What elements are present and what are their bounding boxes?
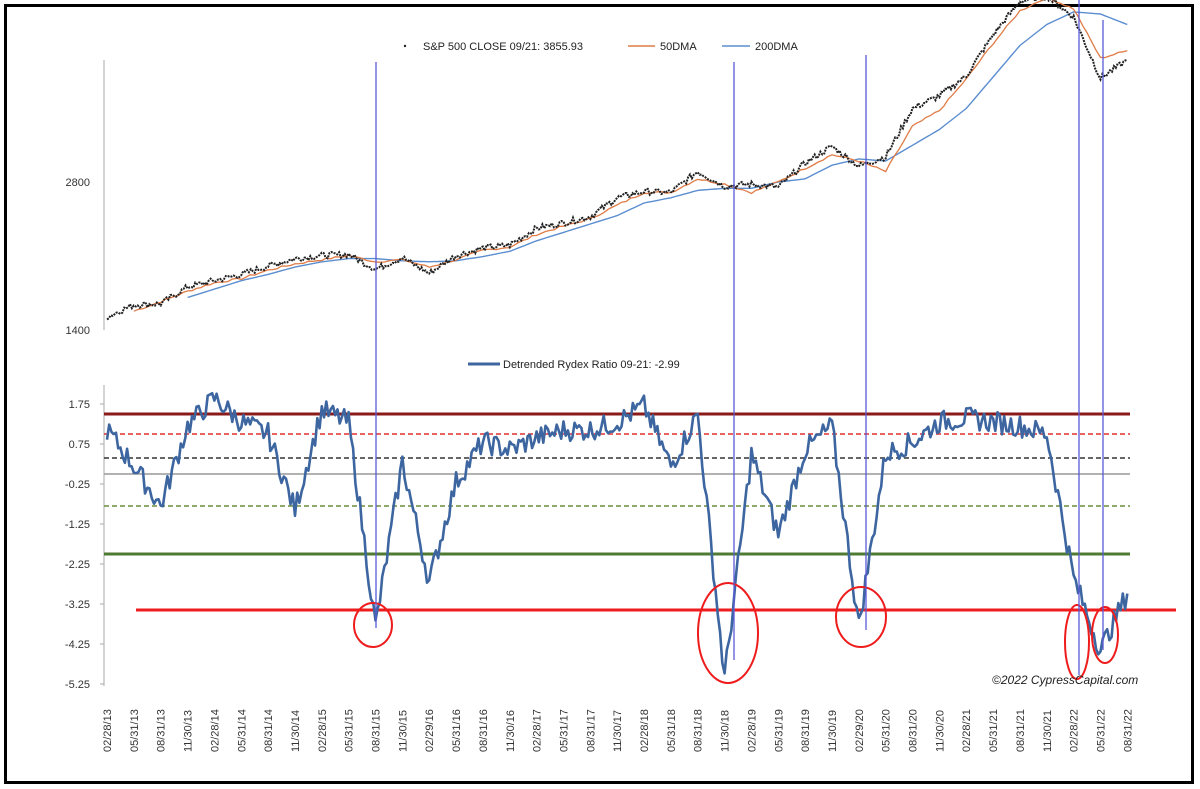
x-tick-label: 02/28/18 — [639, 709, 651, 752]
x-tick-label: 08/31/13 — [156, 709, 168, 752]
x-tick-label: 05/31/14 — [236, 709, 248, 752]
x-tick-label: 02/28/13 — [102, 709, 114, 752]
x-tick-label: 11/30/13 — [183, 710, 195, 752]
highlight-ellipse — [1091, 606, 1119, 664]
bottom-legend: Detrended Rydex Ratio 09-21: -2.99 — [468, 359, 680, 371]
x-tick-label: 08/31/19 — [800, 709, 812, 752]
dma200-legend-label: 200DMA — [755, 41, 798, 53]
dma50-legend-label: 50DMA — [660, 41, 697, 53]
bottom-tick-label: -0.25 — [65, 479, 90, 491]
rydex-ratio-series — [105, 391, 1129, 675]
x-axis: 02/28/13 05/31/13 08/31/13 11/30/13 02/28/14… — [102, 709, 1134, 752]
vertical-markers — [375, 0, 1104, 675]
top-tick-label: 2800 — [66, 177, 90, 189]
bottom-tick-label: -4.25 — [65, 639, 90, 651]
sp500-legend-label: S&P 500 CLOSE 09/21: 3855.93 — [423, 41, 583, 53]
top-y-axis: 2800 1400 — [66, 60, 105, 337]
x-tick-label: 05/31/16 — [451, 709, 463, 752]
x-tick-label: 08/31/18 — [693, 709, 705, 752]
x-tick-label: 02/29/20 — [854, 709, 866, 752]
x-tick-label: 02/28/17 — [532, 709, 544, 752]
x-tick-label: 11/30/16 — [505, 710, 517, 752]
copyright-credit: ©2022 CypressCapital.com — [992, 673, 1138, 687]
dma50-line — [133, 0, 1128, 312]
bottom-tick-label: -1.25 — [65, 519, 90, 531]
x-tick-label: 11/30/17 — [612, 710, 624, 752]
top-tick-label: 1400 — [66, 325, 90, 337]
x-tick-label: 11/30/18 — [720, 710, 732, 752]
x-tick-label: 11/30/14 — [290, 710, 302, 752]
sp500-legend-marker — [403, 44, 407, 48]
x-tick-label: 02/28/15 — [317, 709, 329, 752]
rydex-plot — [104, 391, 1176, 684]
rydex-legend-label: Detrended Rydex Ratio 09-21: -2.99 — [503, 359, 680, 371]
highlight-ellipse — [1064, 604, 1090, 680]
sp500-close-series — [106, 0, 1128, 321]
x-tick-label: 08/31/21 — [1015, 709, 1027, 752]
x-tick-label: 11/30/15 — [397, 710, 409, 752]
x-tick-label: 05/31/13 — [129, 709, 141, 752]
x-tick-label: 08/31/22 — [1122, 709, 1134, 752]
x-tick-label: 11/30/19 — [827, 710, 839, 752]
dma200-line — [187, 11, 1128, 299]
x-tick-label: 11/30/20 — [934, 710, 946, 752]
highlight-ellipse — [835, 586, 887, 648]
x-tick-label: 08/31/20 — [908, 709, 920, 752]
x-tick-label: 05/31/21 — [988, 709, 1000, 752]
x-tick-label: 08/31/17 — [585, 709, 597, 752]
x-tick-label: 05/31/19 — [773, 709, 785, 752]
x-tick-label: 08/31/15 — [371, 709, 383, 752]
x-tick-label: 05/31/18 — [666, 709, 678, 752]
x-tick-label: 05/31/22 — [1096, 709, 1108, 752]
x-tick-label: 08/31/14 — [263, 709, 275, 752]
sp500-plot — [106, 0, 1128, 321]
chart-frame — [4, 4, 1194, 784]
x-tick-label: 11/30/21 — [1042, 710, 1054, 752]
x-tick-label: 05/31/15 — [344, 709, 356, 752]
bottom-tick-label: 1.75 — [69, 399, 90, 411]
x-tick-label: 02/28/14 — [209, 709, 221, 752]
x-tick-label: 05/31/17 — [559, 709, 571, 752]
bottom-tick-label: 0.75 — [69, 439, 90, 451]
bottom-y-axis: 1.75 0.75 -0.25 -1.25 -2.25 -3.25 -4.25 -5.25 — [65, 385, 105, 691]
highlight-ellipse — [353, 602, 393, 648]
bottom-tick-label: -3.25 — [65, 599, 90, 611]
x-tick-label: 02/28/22 — [1069, 709, 1081, 752]
x-tick-label: 02/28/21 — [961, 709, 973, 752]
x-tick-label: 02/28/19 — [746, 709, 758, 752]
x-tick-label: 08/31/16 — [478, 709, 490, 752]
x-tick-label: 02/29/16 — [424, 709, 436, 752]
highlight-ellipse — [697, 582, 759, 684]
top-legend: S&P 500 CLOSE 09/21: 3855.93 50DMA 200DM… — [403, 41, 798, 53]
bottom-tick-label: -2.25 — [65, 559, 90, 571]
bottom-tick-label: -5.25 — [65, 679, 90, 691]
x-tick-label: 05/31/20 — [881, 709, 893, 752]
